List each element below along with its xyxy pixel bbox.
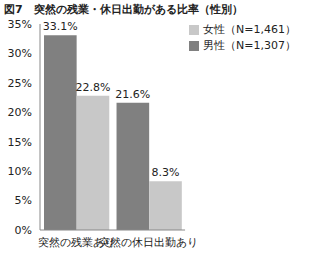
svg-text:20%: 20% <box>8 106 32 119</box>
svg-text:0%: 0% <box>15 224 32 237</box>
html-text:女性（N=1,461）: 女性（N=1,461） <box>203 23 296 36</box>
svg-text:15%: 15% <box>8 136 32 149</box>
svg-text:25%: 25% <box>8 77 32 90</box>
svg-text:突然の休日出勤あり: 突然の休日出勤あり <box>99 236 198 249</box>
html-text:男性（N=1,307）: 男性（N=1,307） <box>203 39 296 52</box>
svg-text:33.1%: 33.1% <box>43 20 78 33</box>
svg-text:21.6%: 21.6% <box>115 88 150 101</box>
svg-text:22.8%: 22.8% <box>75 81 110 94</box>
html-text:図7 突然の残業・休日出勤がある比率（性別）: 図7 突然の残業・休日出勤がある比率（性別） <box>4 3 243 16</box>
svg-text:突然の残業あり: 突然の残業あり <box>37 235 115 249</box>
svg-text:10%: 10% <box>8 165 32 178</box>
svg-text:35%: 35% <box>8 18 32 31</box>
svg-text:8.3%: 8.3% <box>152 166 180 179</box>
svg-text:5%: 5% <box>15 194 32 207</box>
svg-text:30%: 30% <box>8 47 32 60</box>
